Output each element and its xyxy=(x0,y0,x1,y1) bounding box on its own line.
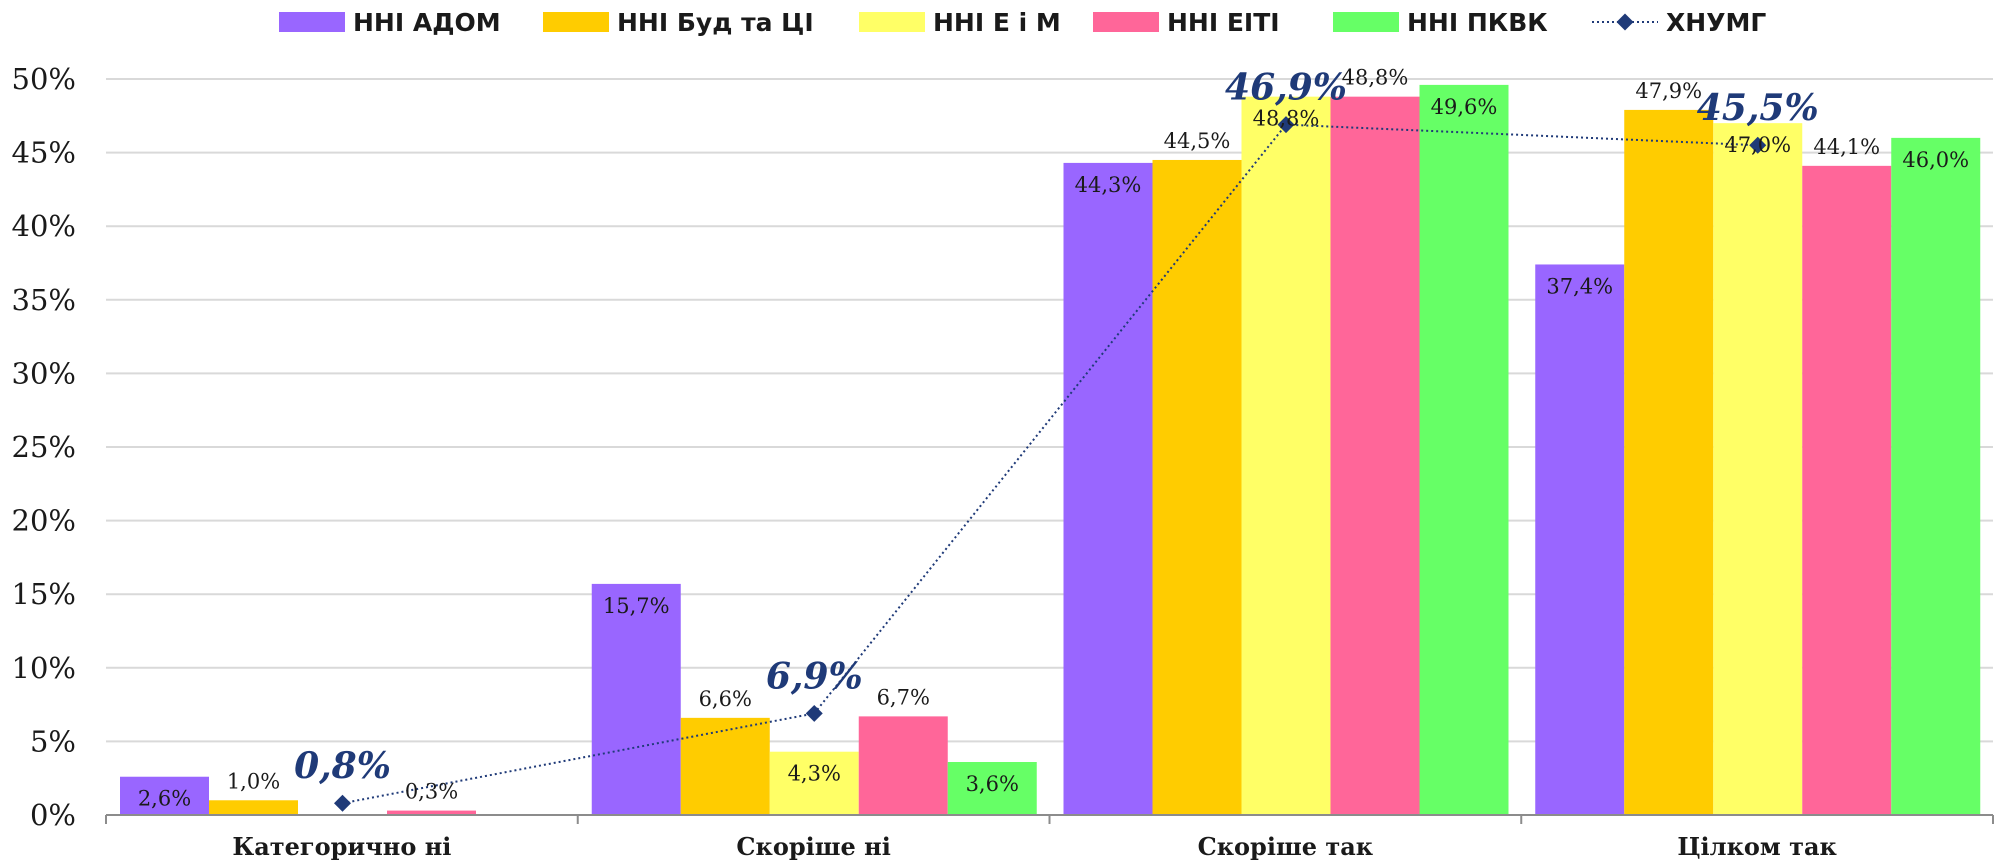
line-point-label: 0,8% xyxy=(294,745,391,787)
legend-label: ННІ Е і М xyxy=(933,8,1061,37)
y-tick-label: 40% xyxy=(12,209,76,243)
legend-item: ННІ Е і М xyxy=(859,8,1061,37)
y-tick-label: 20% xyxy=(12,504,76,538)
y-tick-label: 50% xyxy=(12,62,76,96)
bar-data-label: 46,0% xyxy=(1902,148,1969,172)
bar xyxy=(1535,264,1625,815)
bar xyxy=(1330,96,1420,815)
y-tick-label: 10% xyxy=(12,651,76,685)
bar-data-label: 44,5% xyxy=(1164,129,1231,153)
y-tick-label: 45% xyxy=(12,136,76,170)
bar-data-label: 0,3% xyxy=(405,780,458,804)
line-point-label: 45,5% xyxy=(1697,87,1819,129)
line-series-path xyxy=(342,123,1758,805)
bar xyxy=(947,762,1037,815)
bar-data-label: 48,8% xyxy=(1342,66,1409,90)
line-series: 0,8% 6,9% 46,9% 45,5% xyxy=(294,67,1819,812)
bar xyxy=(1624,109,1714,816)
bar xyxy=(769,751,859,815)
y-tick-label: 15% xyxy=(12,577,76,611)
y-tick-label: 0% xyxy=(30,798,76,832)
bar xyxy=(1152,159,1242,815)
bar-data-label: 1,0% xyxy=(227,769,280,793)
bar-data-label: 44,1% xyxy=(1813,135,1880,159)
y-tick-label: 5% xyxy=(30,724,76,758)
bar-data-label: 37,4% xyxy=(1546,274,1613,298)
x-category-label: Скоріше так xyxy=(1198,832,1374,861)
bar-data-label: 48,8% xyxy=(1253,107,1320,131)
legend-item: ННІ ЕІТІ xyxy=(1093,8,1280,37)
y-tick-label: 30% xyxy=(12,356,76,390)
line-point-label: 6,9% xyxy=(766,655,863,697)
bar-data-label: 4,3% xyxy=(788,762,841,786)
line-point-label: 46,9% xyxy=(1225,67,1347,109)
bar-data-label: 2,6% xyxy=(138,787,191,811)
y-tick-label: 35% xyxy=(12,283,76,317)
legend-item: ННІ Буд та ЦІ xyxy=(543,8,814,37)
bar xyxy=(680,717,770,815)
bar xyxy=(1713,123,1803,815)
bar xyxy=(387,810,476,815)
bar xyxy=(1241,96,1331,815)
bar xyxy=(1063,162,1153,816)
y-tick-label: 25% xyxy=(12,430,76,464)
bar-data-label: 15,7% xyxy=(603,594,670,618)
x-category-label: Категорично ні xyxy=(232,832,451,861)
bar xyxy=(120,776,209,815)
line-point-marker xyxy=(805,704,823,722)
gridlines xyxy=(106,78,1993,743)
x-category-label: Цілком так xyxy=(1677,832,1837,861)
legend: ННІ АДОМ ННІ Буд та ЦІ ННІ Е і М ННІ ЕІТІ НН… xyxy=(279,8,1766,37)
legend-label: ННІ ЕІТІ xyxy=(1167,8,1280,37)
bar-data-label: 47,0% xyxy=(1724,133,1791,157)
bar xyxy=(858,716,948,815)
bar xyxy=(1802,165,1892,815)
bar xyxy=(1419,84,1509,815)
legend-label: ХНУМГ xyxy=(1666,8,1766,37)
legend-swatch xyxy=(279,12,345,32)
legend-swatch xyxy=(859,12,925,32)
x-category-label: Скоріше ні xyxy=(736,832,890,861)
bars xyxy=(120,84,1981,816)
bar-data-label: 44,3% xyxy=(1075,173,1142,197)
bar xyxy=(1891,137,1981,815)
line-point-marker xyxy=(334,794,351,812)
legend-item: ХНУМГ xyxy=(1592,8,1766,37)
axes: 0% 5% 10% 15% 20% 25% 30% 35% 40% 45% 50% Категорич… xyxy=(12,62,1994,861)
bar-data-label: 6,7% xyxy=(877,685,930,709)
legend-item: ННІ АДОМ xyxy=(279,8,501,37)
bar xyxy=(591,583,681,815)
legend-swatch xyxy=(1093,12,1159,32)
legend-label: ННІ Буд та ЦІ xyxy=(617,8,814,37)
bar-data-label: 6,6% xyxy=(699,687,752,711)
legend-item: ННІ ПКВК xyxy=(1333,8,1548,37)
legend-swatch xyxy=(1333,12,1399,32)
legend-marker xyxy=(1616,13,1634,31)
legend-label: ННІ ПКВК xyxy=(1407,8,1548,37)
legend-swatch xyxy=(543,12,609,32)
bar xyxy=(209,800,298,815)
bar-data-label: 47,9% xyxy=(1635,79,1702,103)
bar-data-label: 3,6% xyxy=(966,772,1019,796)
bar-data-label: 49,6% xyxy=(1431,95,1498,119)
data-labels: 2,6% 15,7% 44,3% 37,4% 1,0% 6,6% 44,5% 47,9% 4,3… xyxy=(138,66,1969,811)
legend-label: ННІ АДОМ xyxy=(353,8,501,37)
